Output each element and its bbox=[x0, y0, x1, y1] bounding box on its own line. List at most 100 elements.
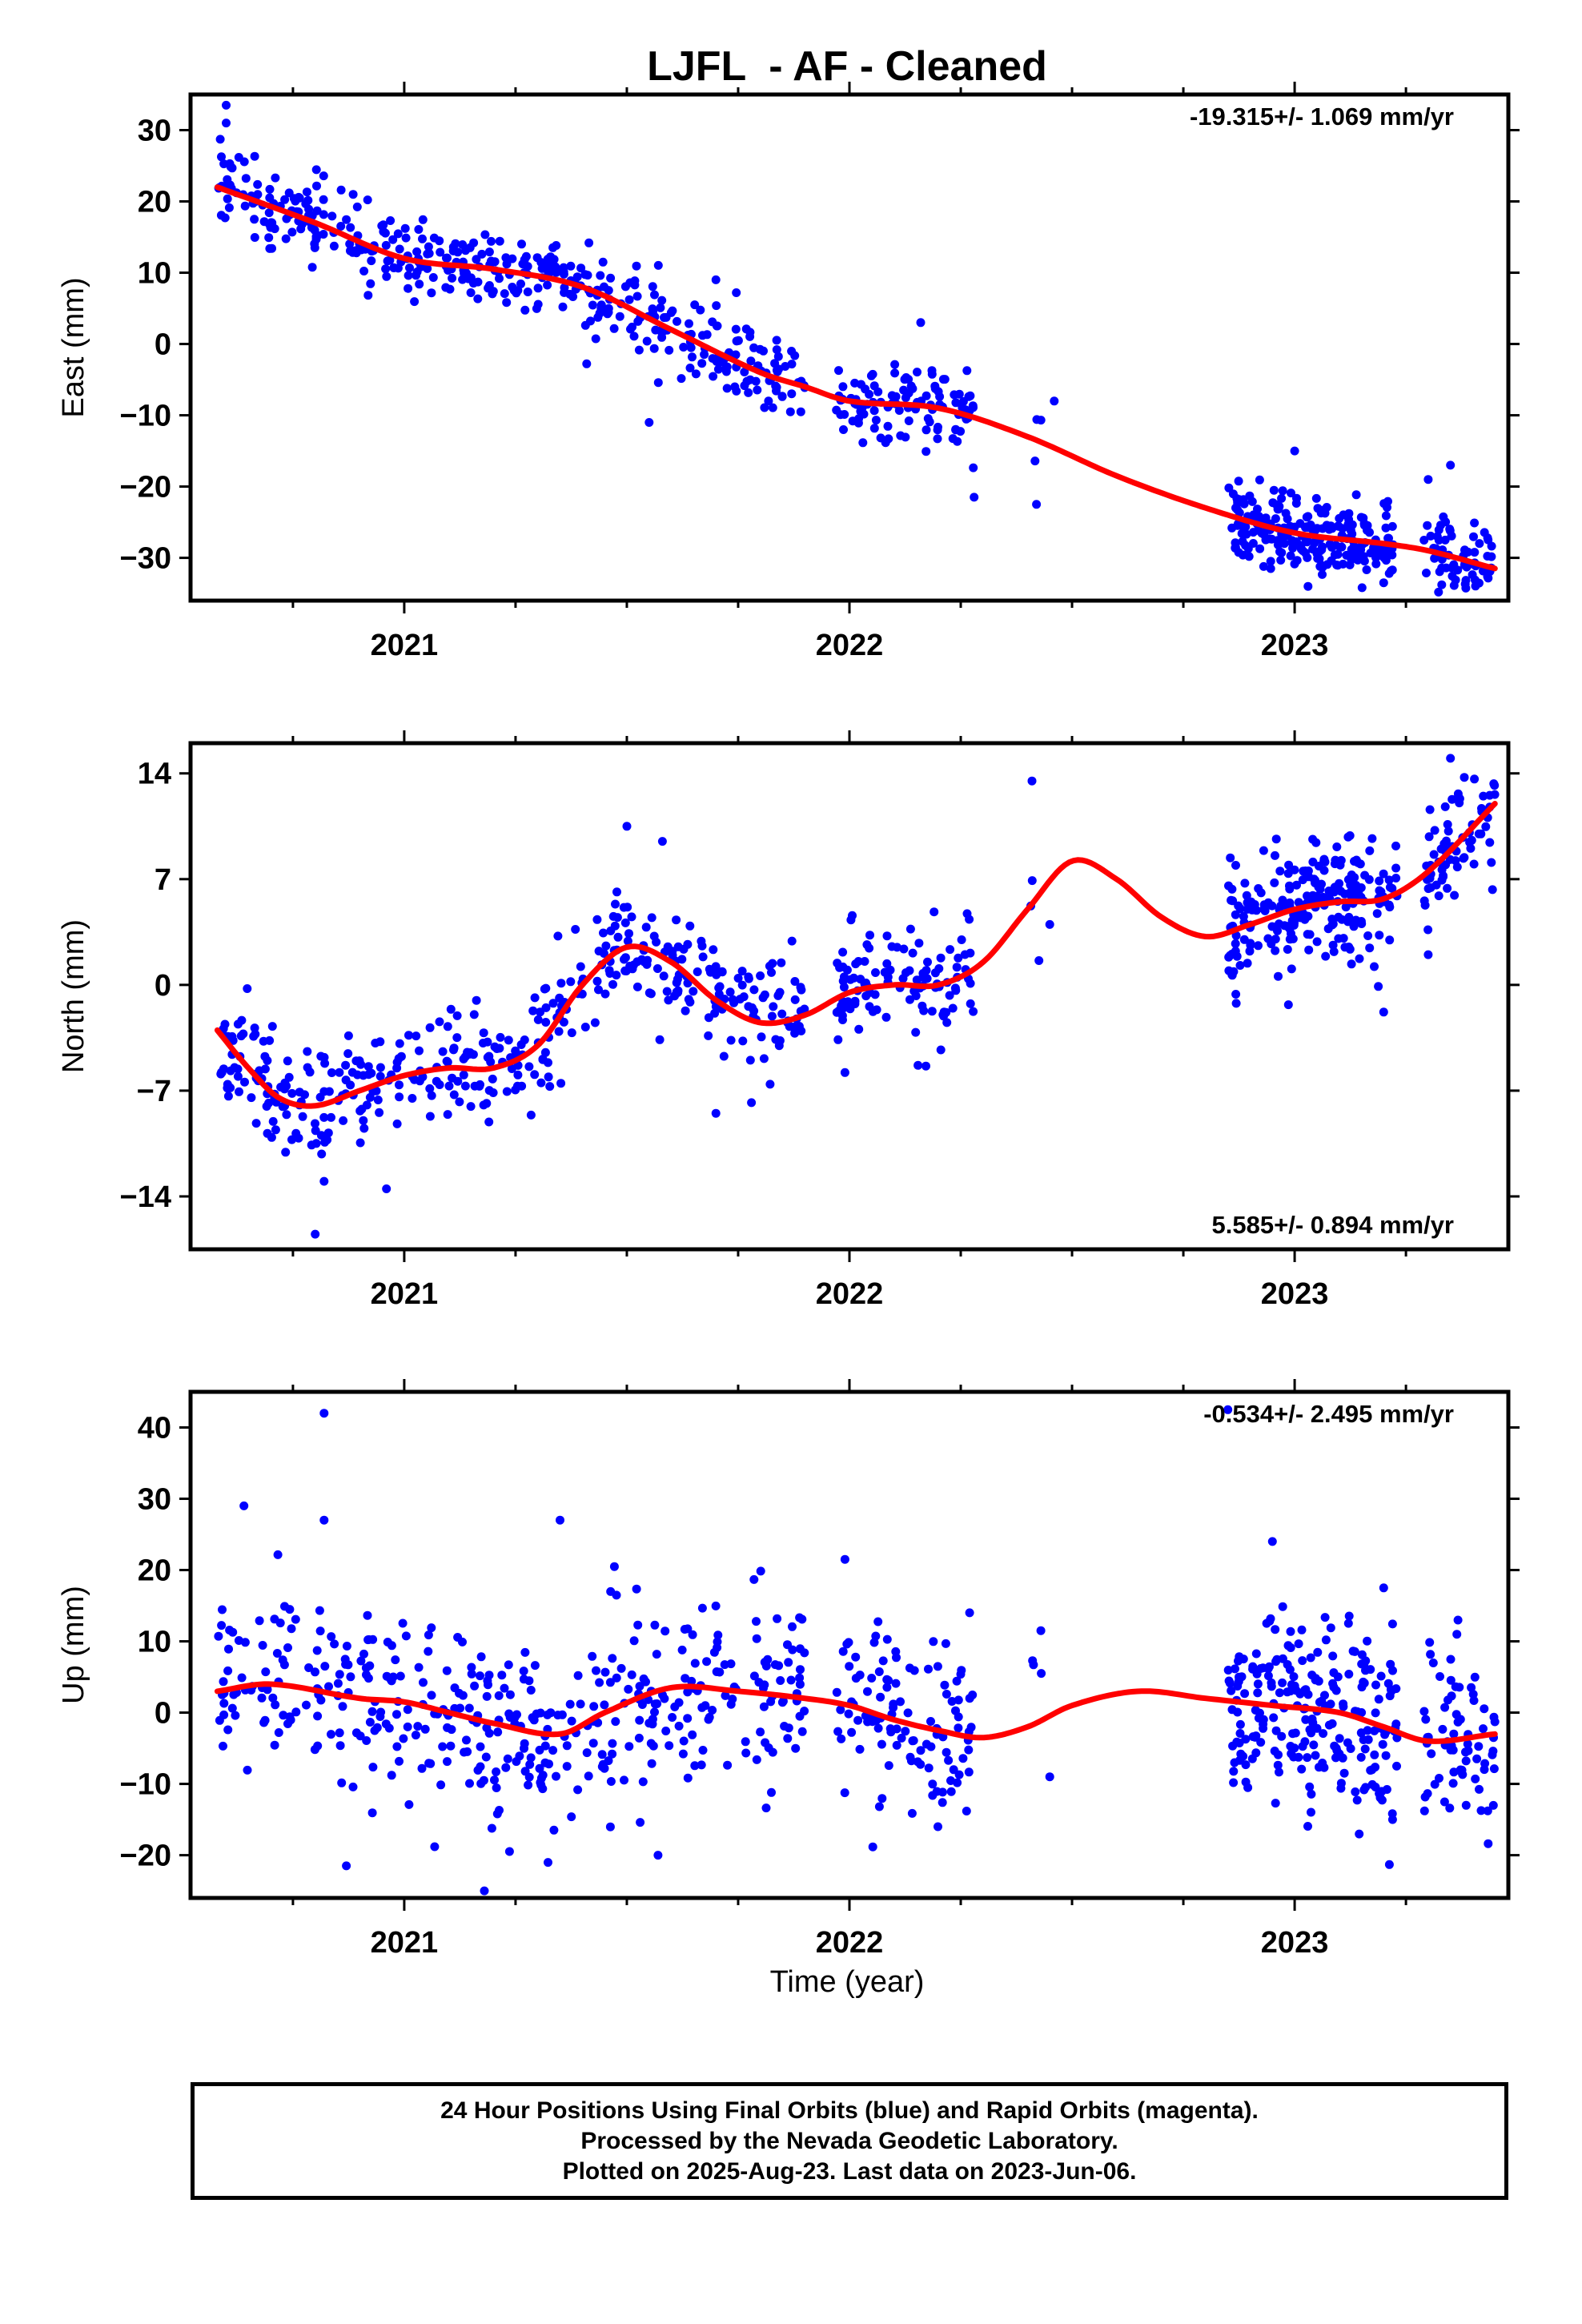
data-point bbox=[503, 1754, 512, 1763]
data-point bbox=[1231, 931, 1241, 940]
data-point bbox=[241, 174, 251, 183]
data-point bbox=[874, 1802, 884, 1811]
data-point bbox=[362, 1736, 371, 1745]
data-point bbox=[1298, 1742, 1307, 1751]
data-point bbox=[511, 1046, 520, 1055]
data-point bbox=[755, 344, 765, 354]
data-point bbox=[444, 1081, 454, 1091]
data-point bbox=[714, 989, 724, 999]
data-point bbox=[854, 414, 863, 424]
data-point bbox=[1286, 1742, 1295, 1751]
data-point bbox=[220, 213, 230, 223]
data-point bbox=[1392, 1761, 1401, 1771]
data-point bbox=[865, 931, 874, 940]
data-point bbox=[862, 940, 872, 950]
data-point bbox=[1428, 1659, 1438, 1667]
data-point bbox=[580, 320, 590, 330]
data-point bbox=[921, 1061, 930, 1071]
data-point bbox=[287, 1624, 296, 1634]
data-point bbox=[1470, 548, 1480, 557]
data-point bbox=[1285, 898, 1295, 907]
data-point bbox=[733, 974, 743, 983]
data-point bbox=[393, 229, 403, 239]
data-point bbox=[342, 1861, 351, 1871]
data-point bbox=[673, 316, 681, 326]
data-point bbox=[411, 1731, 420, 1740]
data-point bbox=[260, 1064, 270, 1074]
data-point bbox=[854, 1024, 864, 1034]
data-point bbox=[497, 1671, 507, 1680]
data-point bbox=[1277, 1731, 1287, 1741]
data-point bbox=[311, 1229, 320, 1239]
data-point bbox=[952, 963, 962, 972]
data-point bbox=[1311, 493, 1321, 503]
data-point bbox=[650, 1620, 660, 1630]
up-rate-label: -0.534+/- 2.495 mm/yr bbox=[1203, 1400, 1454, 1428]
data-point bbox=[1361, 1666, 1370, 1675]
data-point bbox=[940, 375, 950, 384]
data-point bbox=[1285, 881, 1294, 891]
data-point bbox=[224, 203, 234, 212]
data-point bbox=[953, 1778, 962, 1787]
data-point bbox=[752, 1755, 761, 1764]
data-point bbox=[227, 1031, 237, 1041]
data-point bbox=[1224, 966, 1234, 975]
up-plot-area bbox=[214, 1405, 1500, 1896]
data-point bbox=[1488, 1800, 1498, 1810]
data-point bbox=[950, 390, 959, 400]
data-point bbox=[502, 1087, 512, 1096]
data-point bbox=[219, 1699, 229, 1708]
data-point bbox=[1367, 1765, 1377, 1775]
data-point bbox=[1045, 919, 1054, 929]
data-point bbox=[466, 1102, 476, 1112]
data-point bbox=[909, 987, 919, 996]
data-point bbox=[1426, 1650, 1435, 1659]
data-point bbox=[713, 321, 722, 331]
data-point bbox=[1360, 870, 1370, 880]
data-point bbox=[1375, 1793, 1385, 1803]
north-fit-line bbox=[214, 801, 1498, 1109]
data-point bbox=[1292, 880, 1301, 890]
data-point bbox=[223, 194, 232, 203]
data-point bbox=[647, 1759, 656, 1768]
data-point bbox=[1271, 946, 1280, 955]
data-point bbox=[1239, 935, 1249, 944]
data-point bbox=[259, 1718, 269, 1727]
data-point bbox=[652, 1650, 661, 1659]
data-point bbox=[956, 427, 966, 436]
data-point bbox=[884, 1761, 893, 1771]
data-point bbox=[415, 279, 424, 289]
data-point bbox=[1450, 891, 1460, 900]
data-point bbox=[455, 1097, 464, 1107]
x-tick-label: 2023 bbox=[1261, 1277, 1329, 1311]
data-point bbox=[885, 1724, 895, 1734]
data-point bbox=[1461, 1756, 1471, 1766]
data-point bbox=[795, 1673, 805, 1683]
data-point bbox=[1375, 931, 1384, 940]
data-point bbox=[840, 1554, 849, 1564]
data-point bbox=[1483, 533, 1492, 543]
data-point bbox=[1476, 829, 1486, 838]
data-point bbox=[576, 962, 585, 971]
data-point bbox=[1327, 524, 1337, 533]
data-point bbox=[281, 1148, 291, 1157]
data-point bbox=[1488, 1747, 1498, 1756]
data-point bbox=[1426, 531, 1435, 541]
data-point bbox=[1271, 850, 1279, 860]
data-point bbox=[404, 283, 413, 293]
data-point bbox=[905, 966, 914, 975]
data-point bbox=[1312, 937, 1322, 947]
data-point bbox=[392, 1710, 401, 1719]
data-point bbox=[541, 1018, 551, 1027]
data-point bbox=[1449, 1767, 1459, 1777]
data-point bbox=[1231, 990, 1241, 999]
data-point bbox=[1461, 1800, 1471, 1810]
data-point bbox=[420, 1724, 430, 1734]
data-point bbox=[1027, 776, 1037, 786]
data-point bbox=[359, 267, 369, 275]
data-point bbox=[788, 1622, 797, 1631]
data-point bbox=[768, 1747, 777, 1757]
data-point bbox=[921, 1739, 931, 1749]
data-point bbox=[1365, 846, 1375, 855]
data-point bbox=[500, 1683, 509, 1693]
